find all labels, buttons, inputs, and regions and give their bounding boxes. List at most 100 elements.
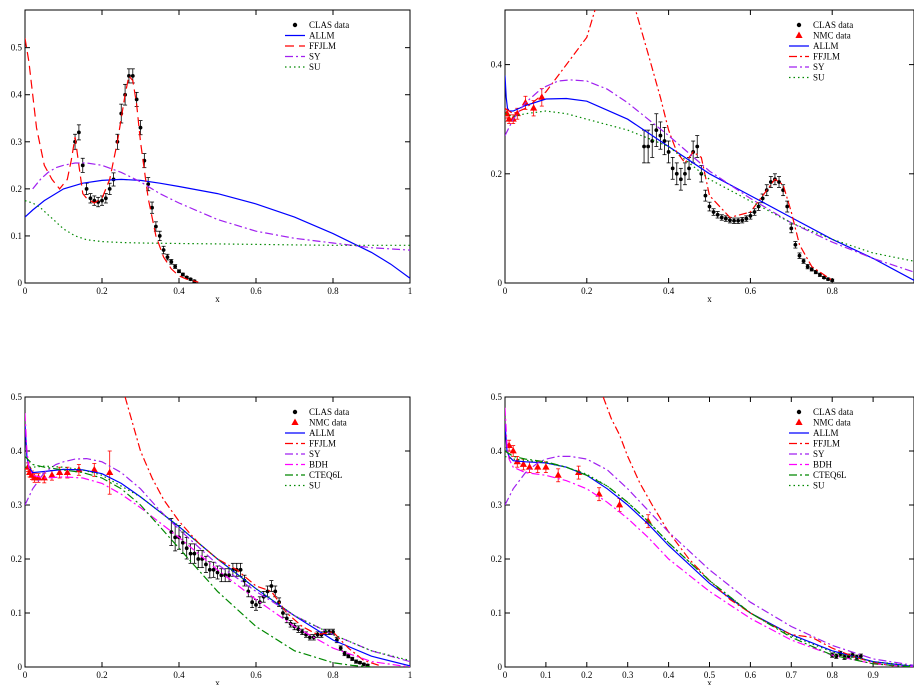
data-point-clas-data bbox=[809, 267, 814, 272]
data-point-clas-data bbox=[269, 584, 274, 588]
data-point-clas-data bbox=[703, 193, 708, 198]
x-tick-label: 0 bbox=[503, 286, 508, 296]
legend-marker-nmc-data bbox=[795, 31, 803, 38]
legend-label-allm: ALLM bbox=[813, 41, 839, 51]
y-tick-label: 0 bbox=[18, 278, 23, 288]
y-tick-label: 0.3 bbox=[11, 137, 23, 147]
legend-label-sy: SY bbox=[309, 449, 321, 459]
x-tick-label: 0.4 bbox=[663, 670, 675, 680]
data-point-clas-data bbox=[215, 570, 220, 575]
data-point-clas-data bbox=[180, 272, 185, 277]
data-point-clas-data bbox=[284, 616, 289, 621]
data-point-clas-data bbox=[723, 216, 728, 221]
data-point-clas-data bbox=[92, 198, 97, 203]
plot-frame bbox=[504, 9, 914, 284]
legend-label-nmc-data: NMC data bbox=[813, 31, 851, 41]
legend-label-su: SU bbox=[309, 62, 321, 72]
series-line-allm bbox=[505, 75, 914, 281]
data-point-nmc-data bbox=[525, 463, 534, 470]
data-point-clas-data bbox=[805, 264, 810, 269]
series-line-sy bbox=[32, 162, 410, 251]
series-line-allm bbox=[505, 423, 914, 667]
series-line-ffjlm bbox=[124, 397, 380, 666]
data-point-clas-data bbox=[154, 224, 158, 229]
legend-marker-clas-data bbox=[796, 22, 802, 28]
data-point-clas-data bbox=[165, 255, 170, 260]
data-point-clas-data bbox=[361, 662, 366, 667]
legend-label-sy: SY bbox=[813, 62, 825, 72]
series-line-su bbox=[505, 110, 914, 262]
data-point-clas-data bbox=[797, 253, 802, 258]
legend-marker-nmc-data bbox=[795, 418, 803, 425]
data-point-clas-data bbox=[250, 600, 255, 605]
data-point-clas-data bbox=[296, 627, 301, 632]
legend-label-su: SU bbox=[813, 481, 825, 491]
data-point-clas-data bbox=[670, 166, 675, 171]
y-tick-label: 0.5 bbox=[491, 392, 503, 402]
data-point-clas-data bbox=[315, 632, 320, 637]
series-line-cteq6l bbox=[505, 450, 914, 667]
x-tick-label: 1 bbox=[408, 286, 413, 296]
data-point-clas-data bbox=[752, 210, 757, 214]
x-tick-label: 0.4 bbox=[173, 670, 185, 680]
x-tick-label: 0.8 bbox=[327, 286, 339, 296]
data-point-clas-data bbox=[350, 657, 355, 661]
legend-label-clas-data: CLAS data bbox=[309, 20, 349, 30]
y-tick-label: 0.1 bbox=[11, 608, 22, 618]
legend-label-ffjlm: FFJLM bbox=[813, 52, 840, 62]
series-line-ffjlm bbox=[602, 397, 894, 667]
legend-label-ffjlm: FFJLM bbox=[309, 41, 336, 51]
series-line-sy bbox=[25, 457, 410, 663]
legend-label-allm: ALLM bbox=[309, 31, 335, 41]
y-tick-label: 0 bbox=[498, 662, 503, 672]
data-point-clas-data bbox=[180, 540, 185, 545]
data-point-clas-data bbox=[354, 659, 358, 664]
y-tick-label: 0.3 bbox=[491, 500, 503, 510]
data-point-clas-data bbox=[204, 562, 208, 567]
data-point-clas-data bbox=[789, 226, 794, 231]
legend-label-cteq6l: CTEQ6L bbox=[813, 470, 847, 480]
data-point-clas-data bbox=[88, 196, 93, 201]
legend-label-nmc-data: NMC data bbox=[813, 418, 851, 428]
data-point-nmc-data bbox=[509, 447, 517, 454]
legend-marker-clas-data bbox=[292, 409, 298, 415]
chart-panel-top-left: 0 0.2 0.4 0.6 0.8 1 0 0.1 0.2 0.3 0.4 0.5 x CLAS data… bbox=[11, 9, 413, 304]
x-tick-label: 0 bbox=[23, 670, 28, 680]
data-point-clas-data bbox=[300, 630, 305, 634]
legend-label-clas-data: CLAS data bbox=[813, 407, 853, 417]
data-point-nmc-data bbox=[542, 463, 550, 470]
data-point-clas-data bbox=[192, 551, 197, 556]
plot-frame bbox=[24, 9, 411, 284]
data-point-clas-data bbox=[666, 150, 671, 154]
data-point-clas-data bbox=[254, 603, 258, 607]
series-line-su bbox=[25, 465, 410, 662]
data-point-clas-data bbox=[642, 144, 646, 149]
data-point-clas-data bbox=[103, 196, 108, 201]
series-line-sy bbox=[505, 455, 914, 666]
series-line-bdh bbox=[505, 407, 914, 667]
legend-label-ffjlm: FFJLM bbox=[309, 439, 336, 449]
data-point-clas-data bbox=[100, 198, 104, 203]
legend-marker-clas-data bbox=[796, 409, 802, 415]
data-point-clas-data bbox=[138, 125, 143, 130]
legend-label-bdh: BDH bbox=[309, 460, 329, 470]
chart-panel-bottom-left: 0 0.2 0.4 0.6 0.8 1 0 0.1 0.2 0.3 0.4 0.5 x CLAS data… bbox=[11, 392, 413, 685]
x-tick-label: 0.7 bbox=[786, 670, 798, 680]
data-point-nmc-data bbox=[63, 468, 71, 475]
data-point-clas-data bbox=[338, 646, 343, 650]
legend-label-clas-data: CLAS data bbox=[309, 407, 349, 417]
data-point-clas-data bbox=[760, 196, 765, 201]
data-point-clas-data bbox=[107, 186, 112, 191]
data-point-clas-data bbox=[822, 275, 826, 280]
series-line-cteq6l bbox=[25, 455, 372, 667]
data-point-clas-data bbox=[211, 567, 216, 572]
data-point-clas-data bbox=[184, 546, 189, 551]
legend-label-sy: SY bbox=[813, 449, 825, 459]
data-point-nmc-data bbox=[534, 463, 542, 470]
y-tick-label: 0.4 bbox=[11, 446, 23, 456]
data-point-clas-data bbox=[273, 589, 278, 594]
plot-frame bbox=[504, 396, 914, 668]
legend-label-su: SU bbox=[309, 481, 321, 491]
